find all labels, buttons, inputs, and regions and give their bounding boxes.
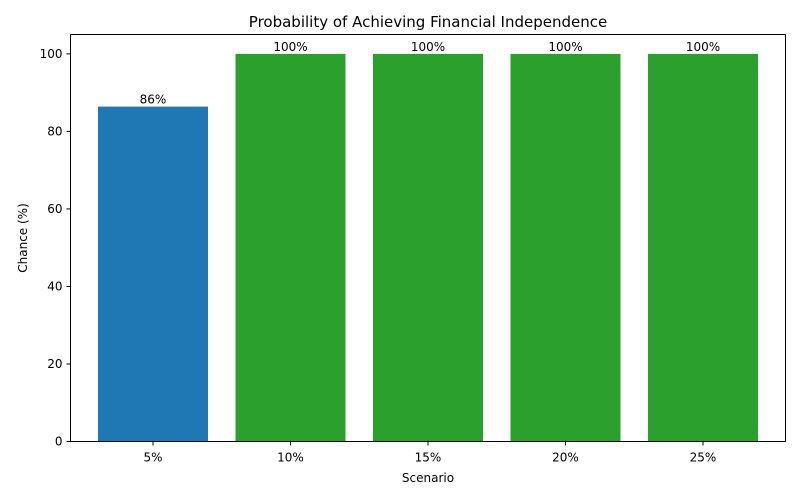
y-tick-label: 20 [47,357,62,371]
y-tick-label: 100 [40,47,63,61]
x-axis-label: Scenario [402,471,454,485]
y-axis: 0 20 40 60 80 100 [40,47,71,449]
x-tick-label: 10% [277,451,304,465]
bar-25pct [648,53,758,442]
bar-15pct [373,53,483,442]
x-tick-label: 5% [143,451,162,465]
plot-frame [70,34,786,442]
data-label-5pct: 86% [140,93,167,107]
x-tick-label: 25% [690,451,717,465]
bar-10pct [235,53,346,442]
y-axis-label: Chance (%) [16,203,30,273]
data-label-25pct: 100% [686,40,720,54]
bar-5pct [98,106,208,442]
bar-20pct [510,53,621,442]
x-tick-label: 20% [552,451,579,465]
y-tick-label: 0 [55,435,63,449]
data-label-10pct: 100% [273,40,307,54]
y-tick-label: 80 [47,124,62,138]
data-label-20pct: 100% [548,40,582,54]
y-tick-label: 60 [47,202,62,216]
data-label-15pct: 100% [411,40,445,54]
bars-group [98,53,758,442]
data-labels-group: 86% 100% 100% 100% 100% [140,40,720,107]
chart-title: Probability of Achieving Financial Indep… [249,13,607,31]
x-axis: 5% 10% 15% 20% 25% [143,441,717,465]
y-tick-label: 40 [47,279,62,293]
x-tick-label: 15% [415,451,442,465]
